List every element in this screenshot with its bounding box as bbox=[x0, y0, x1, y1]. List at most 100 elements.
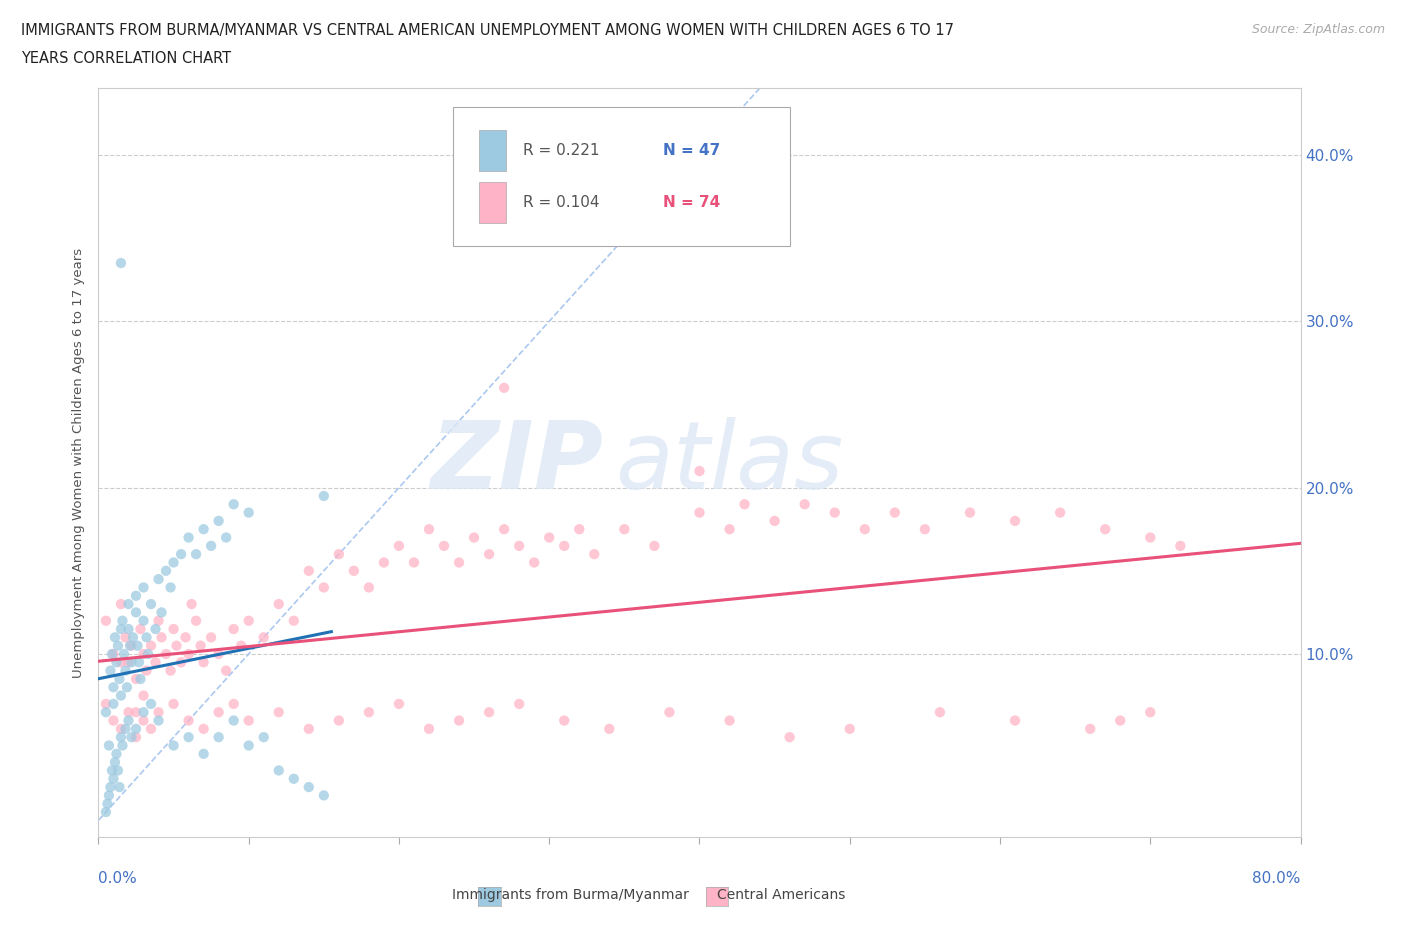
Point bbox=[174, 630, 197, 644]
Point bbox=[121, 730, 143, 745]
Point bbox=[132, 613, 155, 628]
Point bbox=[222, 497, 245, 512]
Point bbox=[253, 730, 276, 745]
Point bbox=[177, 530, 200, 545]
Point bbox=[162, 738, 184, 753]
Point bbox=[129, 671, 152, 686]
Point bbox=[148, 705, 170, 720]
Point bbox=[402, 555, 425, 570]
Point bbox=[170, 655, 193, 670]
Point bbox=[136, 646, 159, 661]
Point bbox=[779, 730, 801, 745]
Point bbox=[267, 705, 290, 720]
Point bbox=[447, 713, 470, 728]
Point bbox=[763, 513, 786, 528]
Point bbox=[177, 730, 200, 745]
Point bbox=[478, 547, 501, 562]
Point bbox=[418, 722, 440, 737]
Point bbox=[357, 705, 380, 720]
Point bbox=[132, 688, 155, 703]
Point bbox=[658, 705, 681, 720]
Point bbox=[96, 796, 118, 811]
Point bbox=[208, 513, 231, 528]
Point bbox=[110, 730, 132, 745]
Point bbox=[853, 522, 876, 537]
Point bbox=[190, 638, 212, 653]
Point bbox=[166, 638, 188, 653]
Point bbox=[135, 663, 157, 678]
Text: N = 74: N = 74 bbox=[664, 195, 721, 210]
Point bbox=[583, 547, 606, 562]
Point bbox=[115, 680, 138, 695]
Point bbox=[139, 597, 162, 612]
Point bbox=[388, 697, 411, 711]
Point bbox=[283, 771, 305, 786]
Point bbox=[200, 538, 222, 553]
Point bbox=[193, 722, 215, 737]
Point bbox=[121, 638, 143, 653]
Point bbox=[110, 722, 132, 737]
Point bbox=[104, 630, 127, 644]
Point bbox=[184, 613, 207, 628]
Text: N = 47: N = 47 bbox=[664, 143, 721, 158]
Point bbox=[1049, 505, 1071, 520]
Point bbox=[112, 646, 135, 661]
Point bbox=[568, 522, 591, 537]
Point bbox=[110, 597, 132, 612]
Point bbox=[215, 530, 238, 545]
Point bbox=[108, 779, 131, 794]
Point bbox=[111, 738, 134, 753]
Point bbox=[883, 505, 905, 520]
Point bbox=[132, 705, 155, 720]
Point bbox=[132, 646, 155, 661]
Point bbox=[184, 547, 207, 562]
Point bbox=[117, 705, 139, 720]
Point bbox=[238, 613, 260, 628]
Point bbox=[97, 738, 120, 753]
Point bbox=[929, 705, 952, 720]
Point bbox=[1004, 513, 1026, 528]
Point bbox=[125, 705, 148, 720]
Point bbox=[125, 722, 148, 737]
Point bbox=[155, 646, 177, 661]
Point bbox=[508, 538, 530, 553]
Point bbox=[718, 713, 741, 728]
Point bbox=[117, 597, 139, 612]
Point bbox=[122, 630, 145, 644]
Point bbox=[150, 630, 173, 644]
Point bbox=[97, 788, 120, 803]
Text: 80.0%: 80.0% bbox=[1253, 871, 1301, 886]
Point bbox=[110, 655, 132, 670]
Point bbox=[132, 713, 155, 728]
Point bbox=[103, 771, 125, 786]
Point bbox=[94, 697, 117, 711]
Point bbox=[128, 655, 150, 670]
Point bbox=[139, 697, 162, 711]
Point bbox=[494, 522, 516, 537]
Point bbox=[215, 663, 238, 678]
Point bbox=[1094, 522, 1116, 537]
Point bbox=[734, 497, 756, 512]
Point bbox=[959, 505, 981, 520]
Point bbox=[107, 638, 129, 653]
Point bbox=[177, 713, 200, 728]
Point bbox=[111, 613, 134, 628]
Point bbox=[208, 705, 231, 720]
Point bbox=[478, 705, 501, 720]
Point bbox=[553, 538, 575, 553]
Point bbox=[1078, 722, 1101, 737]
Point bbox=[1139, 530, 1161, 545]
Point bbox=[689, 505, 711, 520]
Point bbox=[238, 713, 260, 728]
Point bbox=[298, 722, 321, 737]
Point bbox=[200, 630, 222, 644]
Point bbox=[117, 655, 139, 670]
Point bbox=[598, 722, 620, 737]
Point bbox=[132, 580, 155, 595]
Point bbox=[298, 564, 321, 578]
Point bbox=[125, 589, 148, 604]
Text: R = 0.221: R = 0.221 bbox=[523, 143, 599, 158]
Point bbox=[312, 788, 335, 803]
Point bbox=[238, 738, 260, 753]
Point bbox=[105, 747, 128, 762]
